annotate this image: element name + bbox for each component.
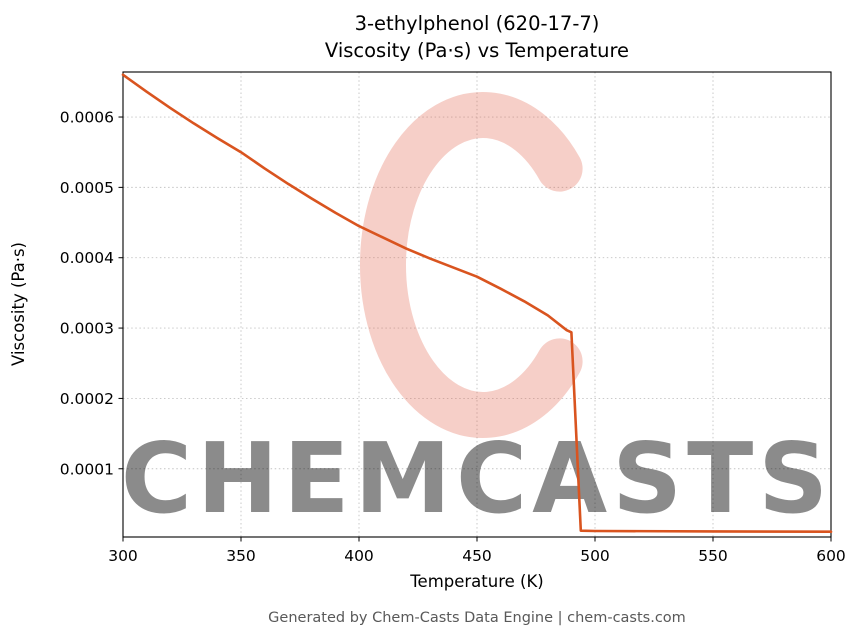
x-tick-label: 600	[816, 547, 846, 565]
y-tick-label: 0.0002	[60, 390, 114, 408]
y-tick-label: 0.0005	[60, 179, 114, 197]
y-tick-label: 0.0001	[60, 460, 114, 478]
tick-layer: 300 350 400 450 500 550 600 0.0001 0.0002 0.0003 0…	[60, 109, 846, 565]
x-tick-label: 300	[108, 547, 138, 565]
chart-title-line1: 3-ethylphenol (620-17-7)	[355, 12, 600, 35]
chemcasts-logo-watermark-icon	[359, 92, 583, 438]
y-tick-label: 0.0004	[60, 249, 114, 267]
y-tick-label: 0.0006	[60, 109, 114, 127]
viscosity-line	[121, 73, 833, 533]
x-tick-label: 350	[226, 547, 256, 565]
watermark-layer: CHEMCASTS	[121, 92, 833, 535]
chart-title-line2: Viscosity (Pa·s) vs Temperature	[325, 39, 629, 62]
footer-credit: Generated by Chem-Casts Data Engine | ch…	[268, 610, 686, 626]
x-axis-label: Temperature (K)	[409, 572, 543, 591]
chemcasts-text-watermark: CHEMCASTS	[121, 422, 833, 535]
y-axis-label: Viscosity (Pa·s)	[9, 242, 28, 366]
x-tick-label: 500	[580, 547, 610, 565]
grid-layer	[122, 72, 832, 537]
y-tick-label: 0.0003	[60, 320, 114, 338]
x-tick-label: 550	[698, 547, 728, 565]
x-tick-label: 400	[344, 547, 374, 565]
x-tick-label: 450	[462, 547, 492, 565]
